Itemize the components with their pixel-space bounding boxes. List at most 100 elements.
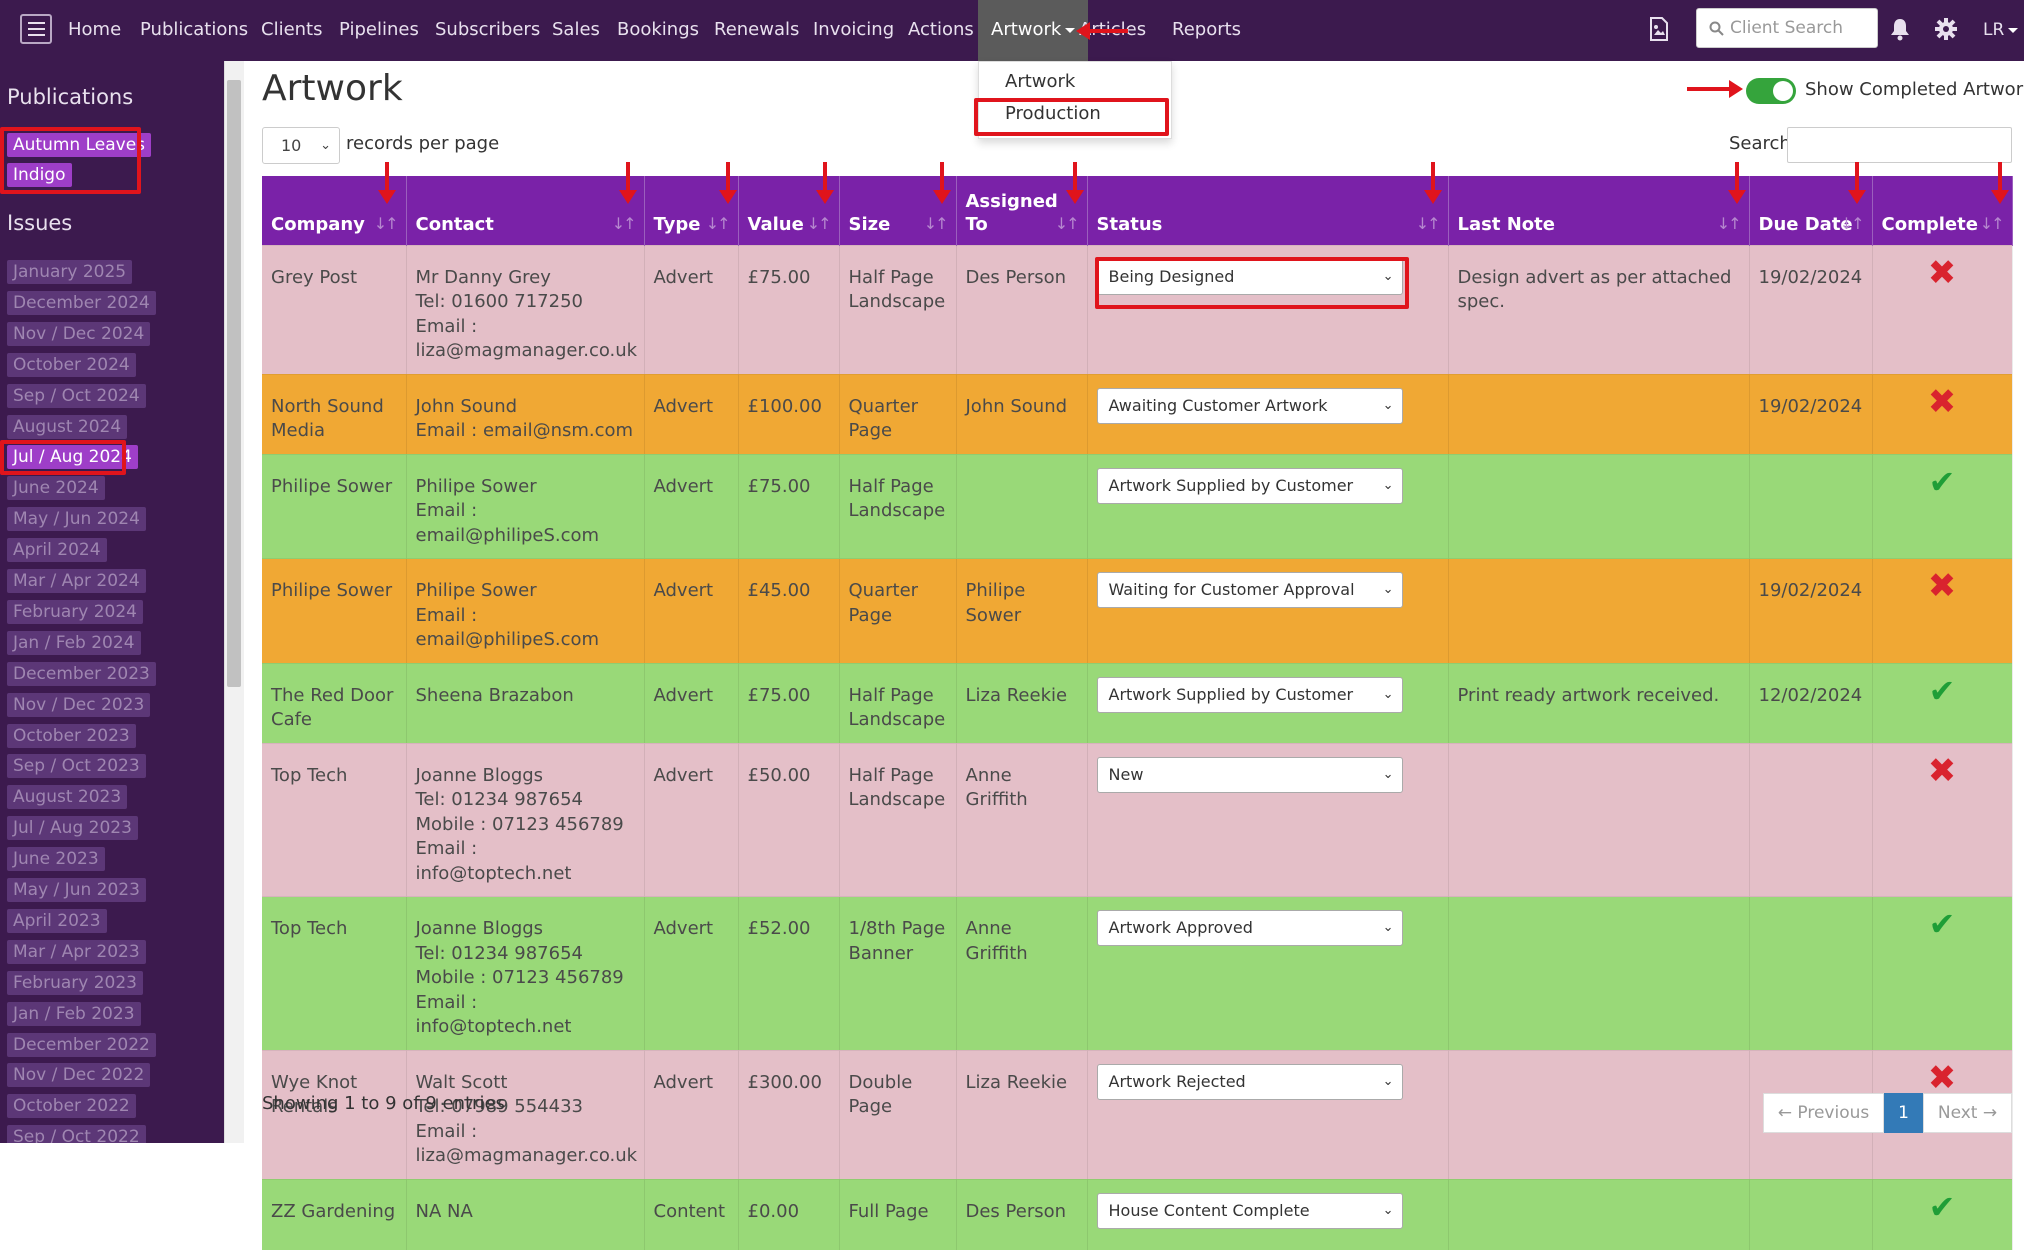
publication-indigo[interactable]: Indigo xyxy=(7,163,72,187)
issue-item[interactable]: February 2023 xyxy=(7,970,143,995)
chevron-down-icon: ⌄ xyxy=(1382,920,1394,935)
nav-reports[interactable]: Reports xyxy=(1172,19,1242,40)
issue-item[interactable]: January 2025 xyxy=(7,260,133,284)
issue-item[interactable]: February 2024 xyxy=(7,599,143,624)
cross-icon[interactable]: ✖ xyxy=(1927,750,1957,791)
status-select[interactable]: Artwork Supplied by Customer ⌄ xyxy=(1096,676,1403,713)
issue-item[interactable]: August 2024 xyxy=(7,414,128,439)
sidebar-scrollbar-thumb[interactable] xyxy=(227,80,241,687)
issue-item[interactable]: December 2024 xyxy=(7,290,156,315)
bell-icon[interactable] xyxy=(1889,17,1911,48)
publications-heading: Publications xyxy=(7,85,134,109)
status-select[interactable]: Artwork Rejected ⌄ xyxy=(1096,1063,1403,1100)
menu-icon[interactable] xyxy=(20,14,52,44)
issue-item[interactable]: Sep / Oct 2022 xyxy=(7,1125,146,1143)
show-completed-toggle[interactable] xyxy=(1746,78,1796,104)
column-header[interactable]: Complete ↓↑ xyxy=(1872,176,2013,245)
records-per-page-select[interactable]: 10 ⌄ xyxy=(262,127,340,164)
status-select[interactable]: House Content Complete ⌄ xyxy=(1096,1192,1403,1229)
nav-clients[interactable]: Clients xyxy=(261,19,323,40)
issue-item[interactable]: Nov / Dec 2022 xyxy=(7,1063,151,1088)
issue-item[interactable]: June 2023 xyxy=(7,847,105,872)
contact-line: NA NA xyxy=(415,1200,473,1222)
check-icon[interactable]: ✔ xyxy=(1928,671,1956,710)
nav-bookings[interactable]: Bookings xyxy=(617,19,700,40)
issue-item[interactable]: Jul / Aug 2023 xyxy=(7,816,138,841)
issue-item[interactable]: Nov / Dec 2023 xyxy=(7,692,151,717)
nav-renewals[interactable]: Renewals xyxy=(714,19,800,40)
top-navbar: Home Publications Clients Pipelines Subs… xyxy=(0,0,2024,61)
status-select[interactable]: New ⌄ xyxy=(1096,756,1403,793)
check-icon[interactable]: ✔ xyxy=(1928,1187,1956,1226)
publication-autumn-leaves[interactable]: Autumn Leaves xyxy=(7,133,152,157)
issue-item[interactable]: December 2023 xyxy=(7,661,156,686)
issue-item[interactable]: Jan / Feb 2024 xyxy=(7,630,141,655)
issue-item[interactable]: October 2022 xyxy=(7,1094,136,1119)
dropdown-item-artwork[interactable]: Artwork xyxy=(1005,71,1076,92)
nav-artwork[interactable]: Artwork xyxy=(978,0,1089,61)
check-icon[interactable]: ✔ xyxy=(1928,905,1956,943)
pager-previous[interactable]: ← Previous xyxy=(1763,1093,1884,1133)
image-report-icon[interactable] xyxy=(1648,17,1670,48)
check-icon[interactable]: ✔ xyxy=(1928,462,1956,501)
nav-actions[interactable]: Actions xyxy=(908,19,974,40)
cross-icon[interactable]: ✖ xyxy=(1927,1057,1957,1098)
column-header[interactable]: Type ↓↑ xyxy=(644,176,739,245)
status-select[interactable]: Being Designed ⌄ xyxy=(1096,258,1403,295)
contact-line: Email : info@toptech.net xyxy=(415,838,572,884)
issue-item[interactable]: Jul / Aug 2024 xyxy=(7,445,138,470)
pager-page-1[interactable]: 1 xyxy=(1884,1093,1923,1133)
issue-item[interactable]: Mar / Apr 2024 xyxy=(7,569,146,593)
issue-item[interactable]: Mar / Apr 2023 xyxy=(7,939,146,964)
issue-item[interactable]: October 2023 xyxy=(7,723,136,748)
due-date-cell xyxy=(1749,742,1873,897)
nav-home[interactable]: Home xyxy=(68,19,122,40)
annotation-arrow xyxy=(619,162,637,204)
status-select[interactable]: Awaiting Customer Artwork ⌄ xyxy=(1096,387,1403,424)
column-header[interactable]: Assigned To ↓↑ xyxy=(956,176,1088,245)
dropdown-item-production[interactable]: Production xyxy=(1005,103,1101,124)
issue-item[interactable]: Nov / Dec 2024 xyxy=(7,321,151,346)
column-header[interactable]: Due Date ↓↑ xyxy=(1749,176,1873,245)
column-header[interactable]: Status ↓↑ xyxy=(1087,176,1449,245)
column-header[interactable]: Last Note ↓↑ xyxy=(1448,176,1750,245)
sort-icon: ↓↑ xyxy=(1415,213,1441,233)
table-row: Top Tech Joanne Bloggs Tel: 01234 987654 Mo… xyxy=(262,896,2013,1050)
nav-invoicing[interactable]: Invoicing xyxy=(813,19,895,40)
cross-icon[interactable]: ✖ xyxy=(1927,381,1957,422)
issue-item[interactable]: June 2024 xyxy=(7,476,105,501)
issue-item[interactable]: May / Jun 2023 xyxy=(7,878,146,902)
nav-publications[interactable]: Publications xyxy=(140,19,249,40)
annotation-arrow-toggle xyxy=(1687,80,1743,98)
issue-item[interactable]: Sep / Oct 2023 xyxy=(7,754,146,779)
cross-icon[interactable]: ✖ xyxy=(1927,252,1957,293)
records-per-page-value: 10 xyxy=(281,136,302,155)
issue-item[interactable]: May / Jun 2024 xyxy=(7,507,146,532)
issue-item[interactable]: October 2024 xyxy=(7,352,136,377)
issue-item[interactable]: Sep / Oct 2024 xyxy=(7,383,146,408)
nav-subscribers[interactable]: Subscribers xyxy=(435,19,541,40)
issue-item[interactable]: April 2023 xyxy=(7,908,107,933)
status-select[interactable]: Artwork Supplied by Customer ⌄ xyxy=(1096,467,1403,504)
user-menu[interactable]: LR xyxy=(1983,0,2019,61)
status-select[interactable]: Waiting for Customer Approval ⌄ xyxy=(1096,572,1403,608)
contact-line: Tel: 07989 554433 xyxy=(415,1096,584,1117)
gear-icon[interactable] xyxy=(1934,17,1958,48)
column-header[interactable]: Size ↓↑ xyxy=(839,176,957,245)
column-header[interactable]: Company ↓↑ xyxy=(262,176,407,245)
status-select[interactable]: Artwork Approved ⌄ xyxy=(1096,910,1403,946)
issue-item[interactable]: Jan / Feb 2023 xyxy=(7,1001,141,1026)
due-date-cell: 19/02/2024 xyxy=(1749,373,1873,454)
table-search-input[interactable] xyxy=(1787,127,2012,163)
client-search-input[interactable]: Client Search xyxy=(1696,8,1878,48)
issue-item[interactable]: August 2023 xyxy=(7,785,128,810)
issue-item[interactable]: April 2024 xyxy=(7,538,107,563)
column-header[interactable]: Value ↓↑ xyxy=(738,176,840,245)
nav-sales[interactable]: Sales xyxy=(552,19,600,40)
column-header[interactable]: Contact ↓↑ xyxy=(406,176,645,245)
assigned-cell: Des Person xyxy=(956,244,1088,374)
cross-icon[interactable]: ✖ xyxy=(1927,566,1957,606)
nav-pipelines[interactable]: Pipelines xyxy=(339,19,419,40)
pager-next[interactable]: Next → xyxy=(1923,1093,2012,1133)
issue-item[interactable]: December 2022 xyxy=(7,1032,156,1057)
